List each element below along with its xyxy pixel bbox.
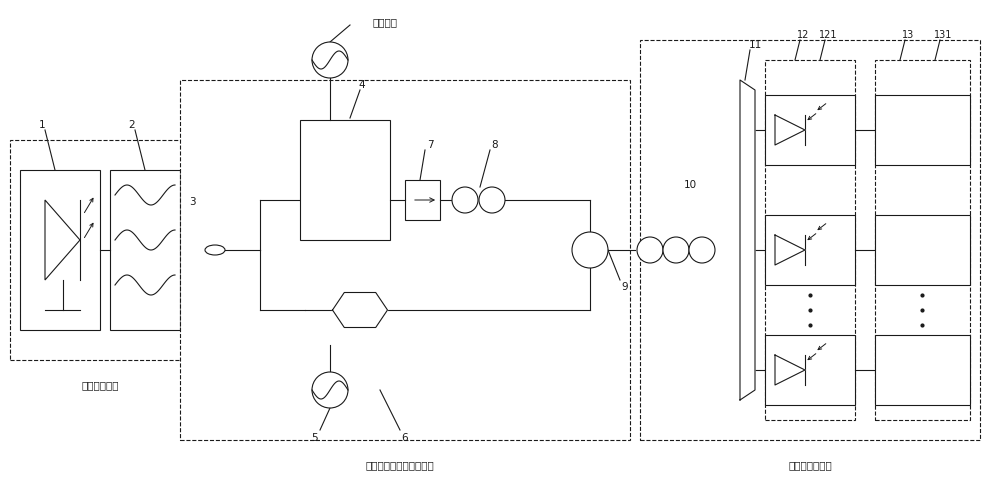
Polygon shape [775,235,805,265]
Text: 5: 5 [312,433,318,443]
Text: 121: 121 [819,30,837,40]
Text: 8: 8 [492,140,498,150]
Circle shape [452,187,478,213]
Polygon shape [332,292,388,328]
Circle shape [312,42,348,78]
Bar [875,335,970,405]
Text: 11: 11 [748,40,762,50]
Ellipse shape [205,245,225,255]
Circle shape [312,372,348,408]
Text: 3: 3 [189,197,195,207]
Text: 131: 131 [934,30,952,40]
Text: 10: 10 [683,180,697,190]
Text: 9: 9 [622,282,628,292]
Text: 光梳产生模块: 光梳产生模块 [81,380,119,390]
Text: 12: 12 [797,30,809,40]
Bar [640,40,980,440]
Bar [300,120,390,240]
Text: 4: 4 [359,80,365,90]
Bar [405,180,440,220]
Text: 6: 6 [402,433,408,443]
Text: 色散及波分模块: 色散及波分模块 [788,460,832,470]
Circle shape [572,232,608,268]
Bar [110,170,180,330]
Bar [765,335,855,405]
Text: 信号调制及光梳相移模块: 信号调制及光梳相移模块 [366,460,434,470]
Bar [180,80,630,440]
Text: 13: 13 [902,30,914,40]
Bar [10,140,190,360]
Text: 1: 1 [39,120,45,130]
Circle shape [663,237,689,263]
Text: 待测信号: 待测信号 [372,17,398,27]
Bar [20,170,100,330]
Text: 2: 2 [129,120,135,130]
Polygon shape [740,80,755,400]
Circle shape [689,237,715,263]
Text: 7: 7 [427,140,433,150]
Bar [765,215,855,285]
Circle shape [479,187,505,213]
Polygon shape [45,200,80,280]
Bar [765,95,855,165]
Circle shape [637,237,663,263]
Bar [875,215,970,285]
Polygon shape [775,355,805,385]
Bar [875,60,970,420]
Polygon shape [775,115,805,145]
Bar [765,60,855,420]
Bar [875,95,970,165]
